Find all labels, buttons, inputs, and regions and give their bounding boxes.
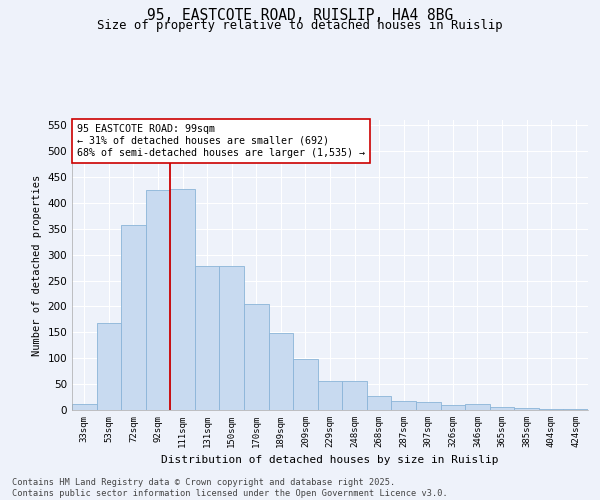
Bar (342, 381, 367, 410)
Text: Size of property relative to detached houses in Ruislip: Size of property relative to detached ho… (97, 18, 503, 32)
Bar (170, 189, 195, 410)
Bar (416, 402, 440, 410)
Bar (391, 400, 416, 410)
Bar (563, 409, 588, 410)
Y-axis label: Number of detached properties: Number of detached properties (32, 174, 42, 356)
Bar (293, 358, 318, 410)
Bar (269, 333, 293, 410)
Bar (244, 304, 269, 410)
Bar (146, 190, 170, 410)
Text: 95, EASTCOTE ROAD, RUISLIP, HA4 8BG: 95, EASTCOTE ROAD, RUISLIP, HA4 8BG (147, 8, 453, 22)
Bar (72, 404, 97, 410)
Bar (514, 408, 539, 410)
Bar (367, 396, 391, 410)
Bar (318, 381, 342, 410)
Bar (195, 266, 220, 410)
Text: Contains HM Land Registry data © Crown copyright and database right 2025.
Contai: Contains HM Land Registry data © Crown c… (12, 478, 448, 498)
Bar (121, 225, 146, 410)
Bar (490, 408, 514, 410)
X-axis label: Distribution of detached houses by size in Ruislip: Distribution of detached houses by size … (161, 456, 499, 466)
Text: 95 EASTCOTE ROAD: 99sqm
← 31% of detached houses are smaller (692)
68% of semi-d: 95 EASTCOTE ROAD: 99sqm ← 31% of detache… (77, 124, 365, 158)
Bar (465, 404, 490, 410)
Bar (220, 266, 244, 410)
Bar (97, 323, 121, 410)
Bar (539, 409, 563, 410)
Bar (440, 405, 465, 410)
